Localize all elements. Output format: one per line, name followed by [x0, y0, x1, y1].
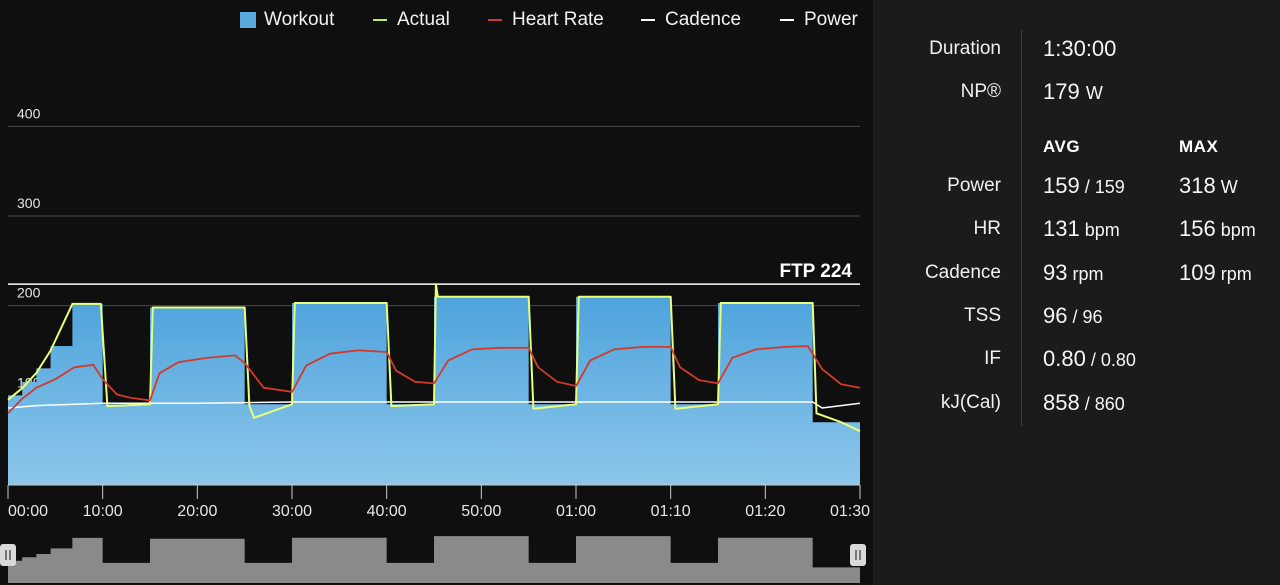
overview-left-handle[interactable] [0, 544, 16, 566]
legend-workout-label: Workout [264, 9, 335, 30]
stat-max-value: 318 W [1179, 173, 1238, 199]
legend-cadence[interactable]: Cadence [641, 9, 741, 31]
stat-avg-sub: / 159 [1079, 177, 1125, 197]
max-header: MAX [1179, 137, 1219, 156]
stat-avg-value: 858 / 860 [1043, 390, 1125, 416]
cadence-line [7, 401, 861, 409]
x-tick-label: 10:00 [83, 503, 123, 520]
stat-label-tss: TSS [964, 305, 1001, 326]
legend-heart-rate[interactable]: Heart Rate [488, 9, 604, 31]
x-tick-label: 30:00 [272, 503, 312, 520]
stat-avg-number: 93 [1043, 260, 1068, 285]
series-layer [7, 283, 861, 433]
stat-max-number: 318 [1179, 173, 1216, 198]
stat-label-cadence: Cadence [924, 262, 1001, 283]
stat-avg-value: 159 / 159 [1043, 173, 1125, 199]
stat-max-unit: W [1215, 177, 1238, 197]
legend-power-label: Power [804, 9, 858, 30]
stat-avg-number: 159 [1043, 173, 1080, 198]
stat-avg-number: 96 [1043, 303, 1068, 328]
np-unit: W [1085, 83, 1103, 103]
actual-swatch [373, 19, 387, 21]
stat-avg-number: 131 [1043, 216, 1080, 241]
legend-actual-label: Actual [397, 9, 450, 30]
x-tick-label: 20:00 [177, 503, 217, 520]
stat-avg-value: 131 bpm [1043, 216, 1120, 242]
workout-chart: 100200300400 FTP 224 00:0010:0020:0030:0… [7, 105, 870, 583]
legend-actual[interactable]: Actual [373, 9, 450, 31]
x-tick-label: 01:00 [556, 503, 596, 520]
x-tick-label: 01:30 [830, 503, 870, 520]
stat-label-if: IF [984, 348, 1001, 369]
stat-avg-sub: bpm [1079, 220, 1120, 240]
stat-label-hr: HR [973, 218, 1001, 239]
stats-divider [1021, 30, 1022, 426]
heart-rate-swatch [488, 19, 502, 21]
duration-label: Duration [929, 38, 1001, 59]
power-swatch [780, 19, 794, 21]
x-tick-label: 01:20 [745, 503, 785, 520]
duration-value: 1:30:00 [1043, 36, 1117, 61]
stat-avg-value: 0.80 / 0.80 [1043, 346, 1136, 372]
np-label: NP® [960, 81, 1001, 102]
stat-avg-value: 96 / 96 [1043, 303, 1103, 329]
y-tick-label: 300 [17, 195, 41, 211]
x-tick-label: 50:00 [461, 503, 501, 520]
np-value: 179 W [1043, 79, 1103, 105]
heart-rate-line [7, 345, 861, 414]
x-tick-label: 40:00 [367, 503, 407, 520]
legend-power[interactable]: Power [780, 9, 858, 31]
overview-scrubber[interactable] [8, 536, 860, 583]
stat-max-value: 156 bpm [1179, 216, 1256, 242]
ftp-layer: FTP 224 [8, 261, 860, 285]
actual-power-line [7, 283, 861, 433]
stat-avg-sub: / 0.80 [1085, 350, 1136, 370]
stat-avg-sub: / 96 [1067, 307, 1103, 327]
stat-avg-number: 0.80 [1043, 346, 1086, 371]
legend-workout[interactable]: Workout [240, 9, 334, 31]
workout-swatch [240, 12, 256, 28]
stat-max-value: 109 rpm [1179, 260, 1252, 286]
stat-max-unit: rpm [1215, 264, 1252, 284]
x-axis: 00:00 10:00 20:00 30:00 40:00 50:00 01:00 01:10… [7, 484, 870, 520]
stat-max-number: 156 [1179, 216, 1216, 241]
ftp-label: FTP 224 [779, 261, 852, 282]
stat-max-unit: bpm [1215, 220, 1256, 240]
y-tick-label: 200 [17, 285, 41, 301]
np-number: 179 [1043, 79, 1080, 104]
stat-avg-sub: / 860 [1079, 394, 1125, 414]
legend-cadence-label: Cadence [665, 9, 742, 30]
overview-area [8, 536, 860, 583]
overview-right-handle[interactable] [850, 544, 866, 566]
y-tick-label: 400 [17, 105, 41, 121]
stat-max-number: 109 [1179, 260, 1216, 285]
avg-header: AVG [1043, 137, 1081, 156]
legend-heart-rate-label: Heart Rate [512, 9, 604, 30]
x-tick-label: 00:00 [8, 503, 48, 520]
stats-panel: Duration 1:30:00 NP® 179 W AVG MAX Power… [873, 0, 1280, 585]
stat-avg-value: 93 rpm [1043, 260, 1103, 286]
chart-panel: 100200300400 FTP 224 00:0010:0020:0030:0… [0, 0, 873, 585]
stat-avg-number: 858 [1043, 390, 1080, 415]
x-tick-label: 01:10 [651, 503, 691, 520]
legend: Workout Actual Heart Rate Cadence Power [0, 0, 873, 40]
stat-avg-sub: rpm [1067, 264, 1104, 284]
cadence-swatch [641, 19, 655, 21]
stat-label-power: Power [947, 175, 1001, 196]
stat-label-kj-cal-: kJ(Cal) [940, 392, 1001, 413]
